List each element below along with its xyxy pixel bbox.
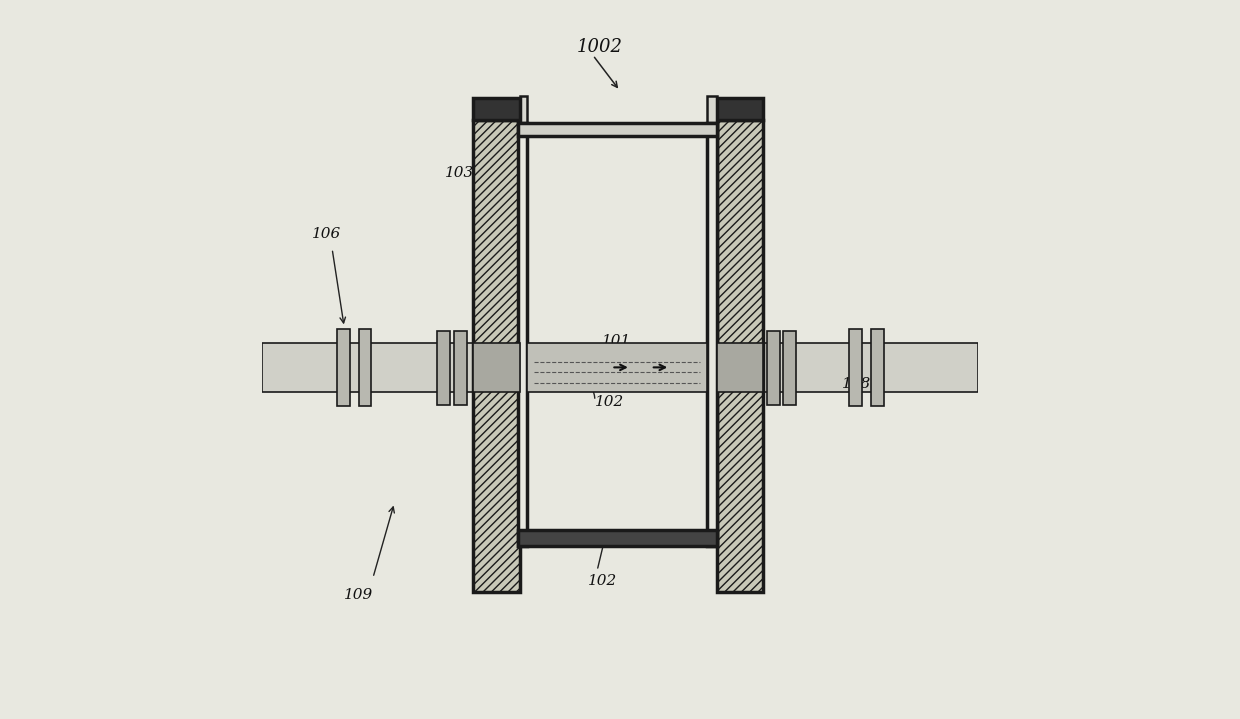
Text: 102: 102	[595, 395, 624, 409]
Bar	[517, 123, 717, 136]
Bar	[717, 98, 764, 119]
Text: 101: 101	[603, 334, 631, 348]
Bar	[337, 329, 350, 406]
Bar	[527, 343, 707, 392]
Bar	[262, 343, 474, 392]
Bar	[358, 329, 372, 406]
Text: 103a: 103a	[444, 166, 482, 180]
Bar	[784, 331, 796, 405]
Bar	[474, 98, 520, 119]
Text: 108: 108	[842, 377, 872, 391]
Bar	[517, 123, 527, 546]
Bar	[474, 343, 520, 392]
Bar	[474, 119, 520, 592]
Bar	[764, 343, 978, 392]
Bar	[707, 123, 717, 546]
Text: 1036: 1036	[709, 166, 749, 180]
Text: 102: 102	[588, 574, 618, 588]
Bar	[849, 329, 862, 406]
Bar	[520, 96, 527, 130]
Text: 1002: 1002	[577, 37, 622, 55]
Bar	[717, 119, 764, 592]
Text: 106: 106	[312, 226, 341, 241]
Bar	[517, 530, 717, 546]
Bar	[717, 343, 764, 392]
Bar	[438, 331, 450, 405]
Bar	[870, 329, 884, 406]
Text: 109: 109	[345, 588, 373, 603]
Bar	[707, 96, 717, 130]
Bar	[766, 331, 780, 405]
Bar	[454, 331, 466, 405]
